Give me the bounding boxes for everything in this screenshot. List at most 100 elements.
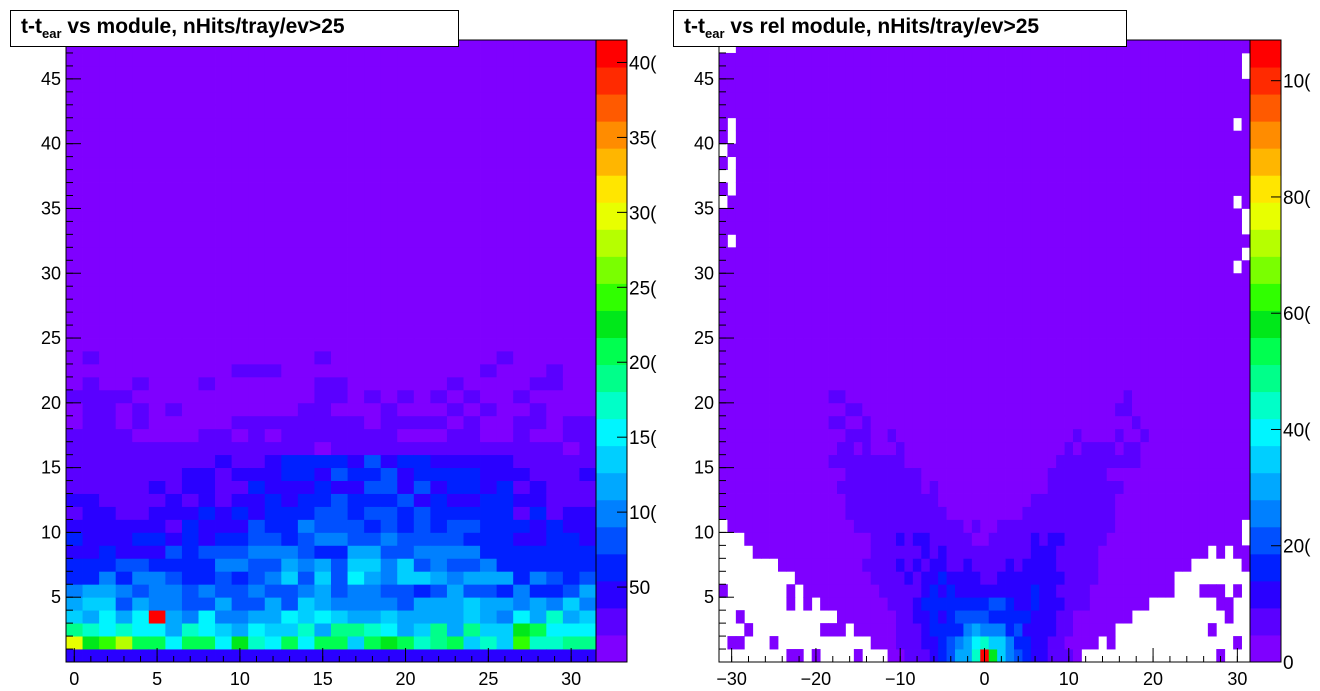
right-heatmap-cell <box>837 571 846 585</box>
right-heatmap-cell <box>971 454 981 469</box>
left-heatmap-cell <box>380 597 398 611</box>
right-heatmap-cell <box>1191 208 1200 222</box>
left-heatmap-cell <box>281 312 299 326</box>
left-colorbar-band <box>596 607 627 636</box>
right-heatmap-cell <box>811 234 821 248</box>
right-heatmap-cell <box>904 338 914 352</box>
right-heatmap-cell <box>727 104 737 119</box>
right-heatmap-cell <box>761 273 770 287</box>
right-heatmap-cell <box>1224 156 1234 170</box>
left-heatmap-cell <box>364 558 382 572</box>
right-heatmap-cell <box>1174 325 1183 339</box>
right-heatmap-cell <box>1056 584 1065 598</box>
right-heatmap-cell <box>929 286 939 300</box>
right-heatmap-cell <box>727 208 737 222</box>
right-heatmap-cell <box>1098 493 1108 507</box>
right-heatmap-cell <box>1233 480 1242 494</box>
right-heatmap-cell <box>955 532 964 546</box>
right-heatmap-cell <box>786 402 796 417</box>
left-heatmap-cell <box>281 519 299 533</box>
right-heatmap-cell <box>1089 376 1099 391</box>
left-heatmap-cell <box>297 104 315 119</box>
right-heatmap-cell <box>879 351 888 365</box>
right-heatmap-cell <box>1047 454 1057 469</box>
right-heatmap-cell <box>1174 441 1183 456</box>
right-heatmap-cell <box>1039 234 1049 248</box>
left-heatmap-cell <box>413 428 431 443</box>
left-heatmap-cell <box>297 428 315 443</box>
right-heatmap-cell <box>719 467 728 481</box>
right-heatmap-cell <box>1022 597 1032 611</box>
right-heatmap-cell <box>1056 636 1065 650</box>
right-heatmap-cell <box>786 506 796 520</box>
left-heatmap-cell <box>215 649 233 663</box>
right-heatmap-cell <box>1123 532 1133 546</box>
left-heatmap-cell <box>463 649 481 663</box>
right-heatmap-cell <box>1005 480 1015 494</box>
right-heatmap-cell <box>955 389 964 404</box>
left-heatmap-cell <box>82 584 100 598</box>
right-heatmap-cell <box>1039 428 1049 443</box>
right-heatmap-cell <box>1014 351 1023 365</box>
right-heatmap-cell <box>1081 428 1091 443</box>
left-heatmap-cell <box>397 571 415 585</box>
right-heatmap-cell <box>1022 402 1032 417</box>
right-heatmap-cell <box>1224 195 1234 209</box>
left-heatmap-cell <box>148 273 166 287</box>
right-heatmap-cell <box>1089 247 1099 261</box>
left-heatmap-cell <box>446 91 464 106</box>
right-heatmap-cell <box>1241 402 1251 417</box>
left-colorbar-label: 30( <box>629 203 657 224</box>
left-heatmap-cell <box>562 234 580 248</box>
left-heatmap-cell <box>579 441 597 456</box>
left-heatmap-cell <box>496 221 514 235</box>
right-heatmap-cell <box>794 130 804 145</box>
left-heatmap-cell <box>546 104 564 119</box>
left-heatmap-cell <box>446 493 464 507</box>
left-heatmap-cell <box>198 428 216 443</box>
right-heatmap-cell <box>988 286 998 300</box>
right-heatmap-cell <box>1115 247 1124 261</box>
right-heatmap-cell <box>921 143 931 158</box>
left-heatmap-cell <box>364 636 382 650</box>
left-heatmap-cell <box>99 299 117 313</box>
right-heatmap-cell <box>1233 428 1242 443</box>
right-heatmap-cell <box>980 402 990 417</box>
right-heatmap-cell <box>1199 338 1209 352</box>
right-heatmap-cell <box>1123 519 1133 533</box>
right-heatmap-cell <box>778 493 787 507</box>
right-heatmap-cell <box>811 286 821 300</box>
left-heatmap-cell <box>546 402 564 417</box>
left-heatmap-cell <box>562 299 580 313</box>
right-heatmap-cell <box>904 545 914 559</box>
right-heatmap-cell <box>853 221 863 235</box>
right-heatmap-cell <box>938 156 947 170</box>
right-heatmap-cell <box>828 169 838 183</box>
right-heatmap-cell <box>803 519 813 533</box>
left-heatmap-cell <box>463 78 481 93</box>
left-colorbar-band <box>596 121 627 149</box>
left-heatmap-cell <box>446 506 464 520</box>
left-heatmap-cell <box>297 597 315 611</box>
right-heatmap-cell <box>1123 91 1133 106</box>
left-heatmap-cell <box>364 428 382 443</box>
right-heatmap-cell <box>853 428 863 443</box>
right-heatmap-cell <box>1233 325 1242 339</box>
right-heatmap-cell <box>1157 454 1167 469</box>
left-heatmap-cell <box>513 40 531 54</box>
right-heatmap-cell <box>1106 597 1116 611</box>
left-heatmap-cell <box>99 649 117 663</box>
left-heatmap-cell <box>115 584 133 598</box>
right-heatmap-cell <box>879 65 888 80</box>
right-heatmap-cell <box>1241 376 1251 391</box>
left-heatmap-cell <box>198 363 216 378</box>
right-heatmap-cell <box>735 402 745 417</box>
right-heatmap-cell <box>1039 208 1049 222</box>
right-heatmap-cell <box>963 402 973 417</box>
right-heatmap-cell <box>1182 428 1192 443</box>
left-heatmap-cell <box>331 234 348 248</box>
left-heatmap-cell <box>579 208 597 222</box>
right-heatmap-cell <box>1123 312 1133 326</box>
left-heatmap-cell <box>231 610 249 624</box>
right-heatmap-cell <box>1115 65 1124 80</box>
